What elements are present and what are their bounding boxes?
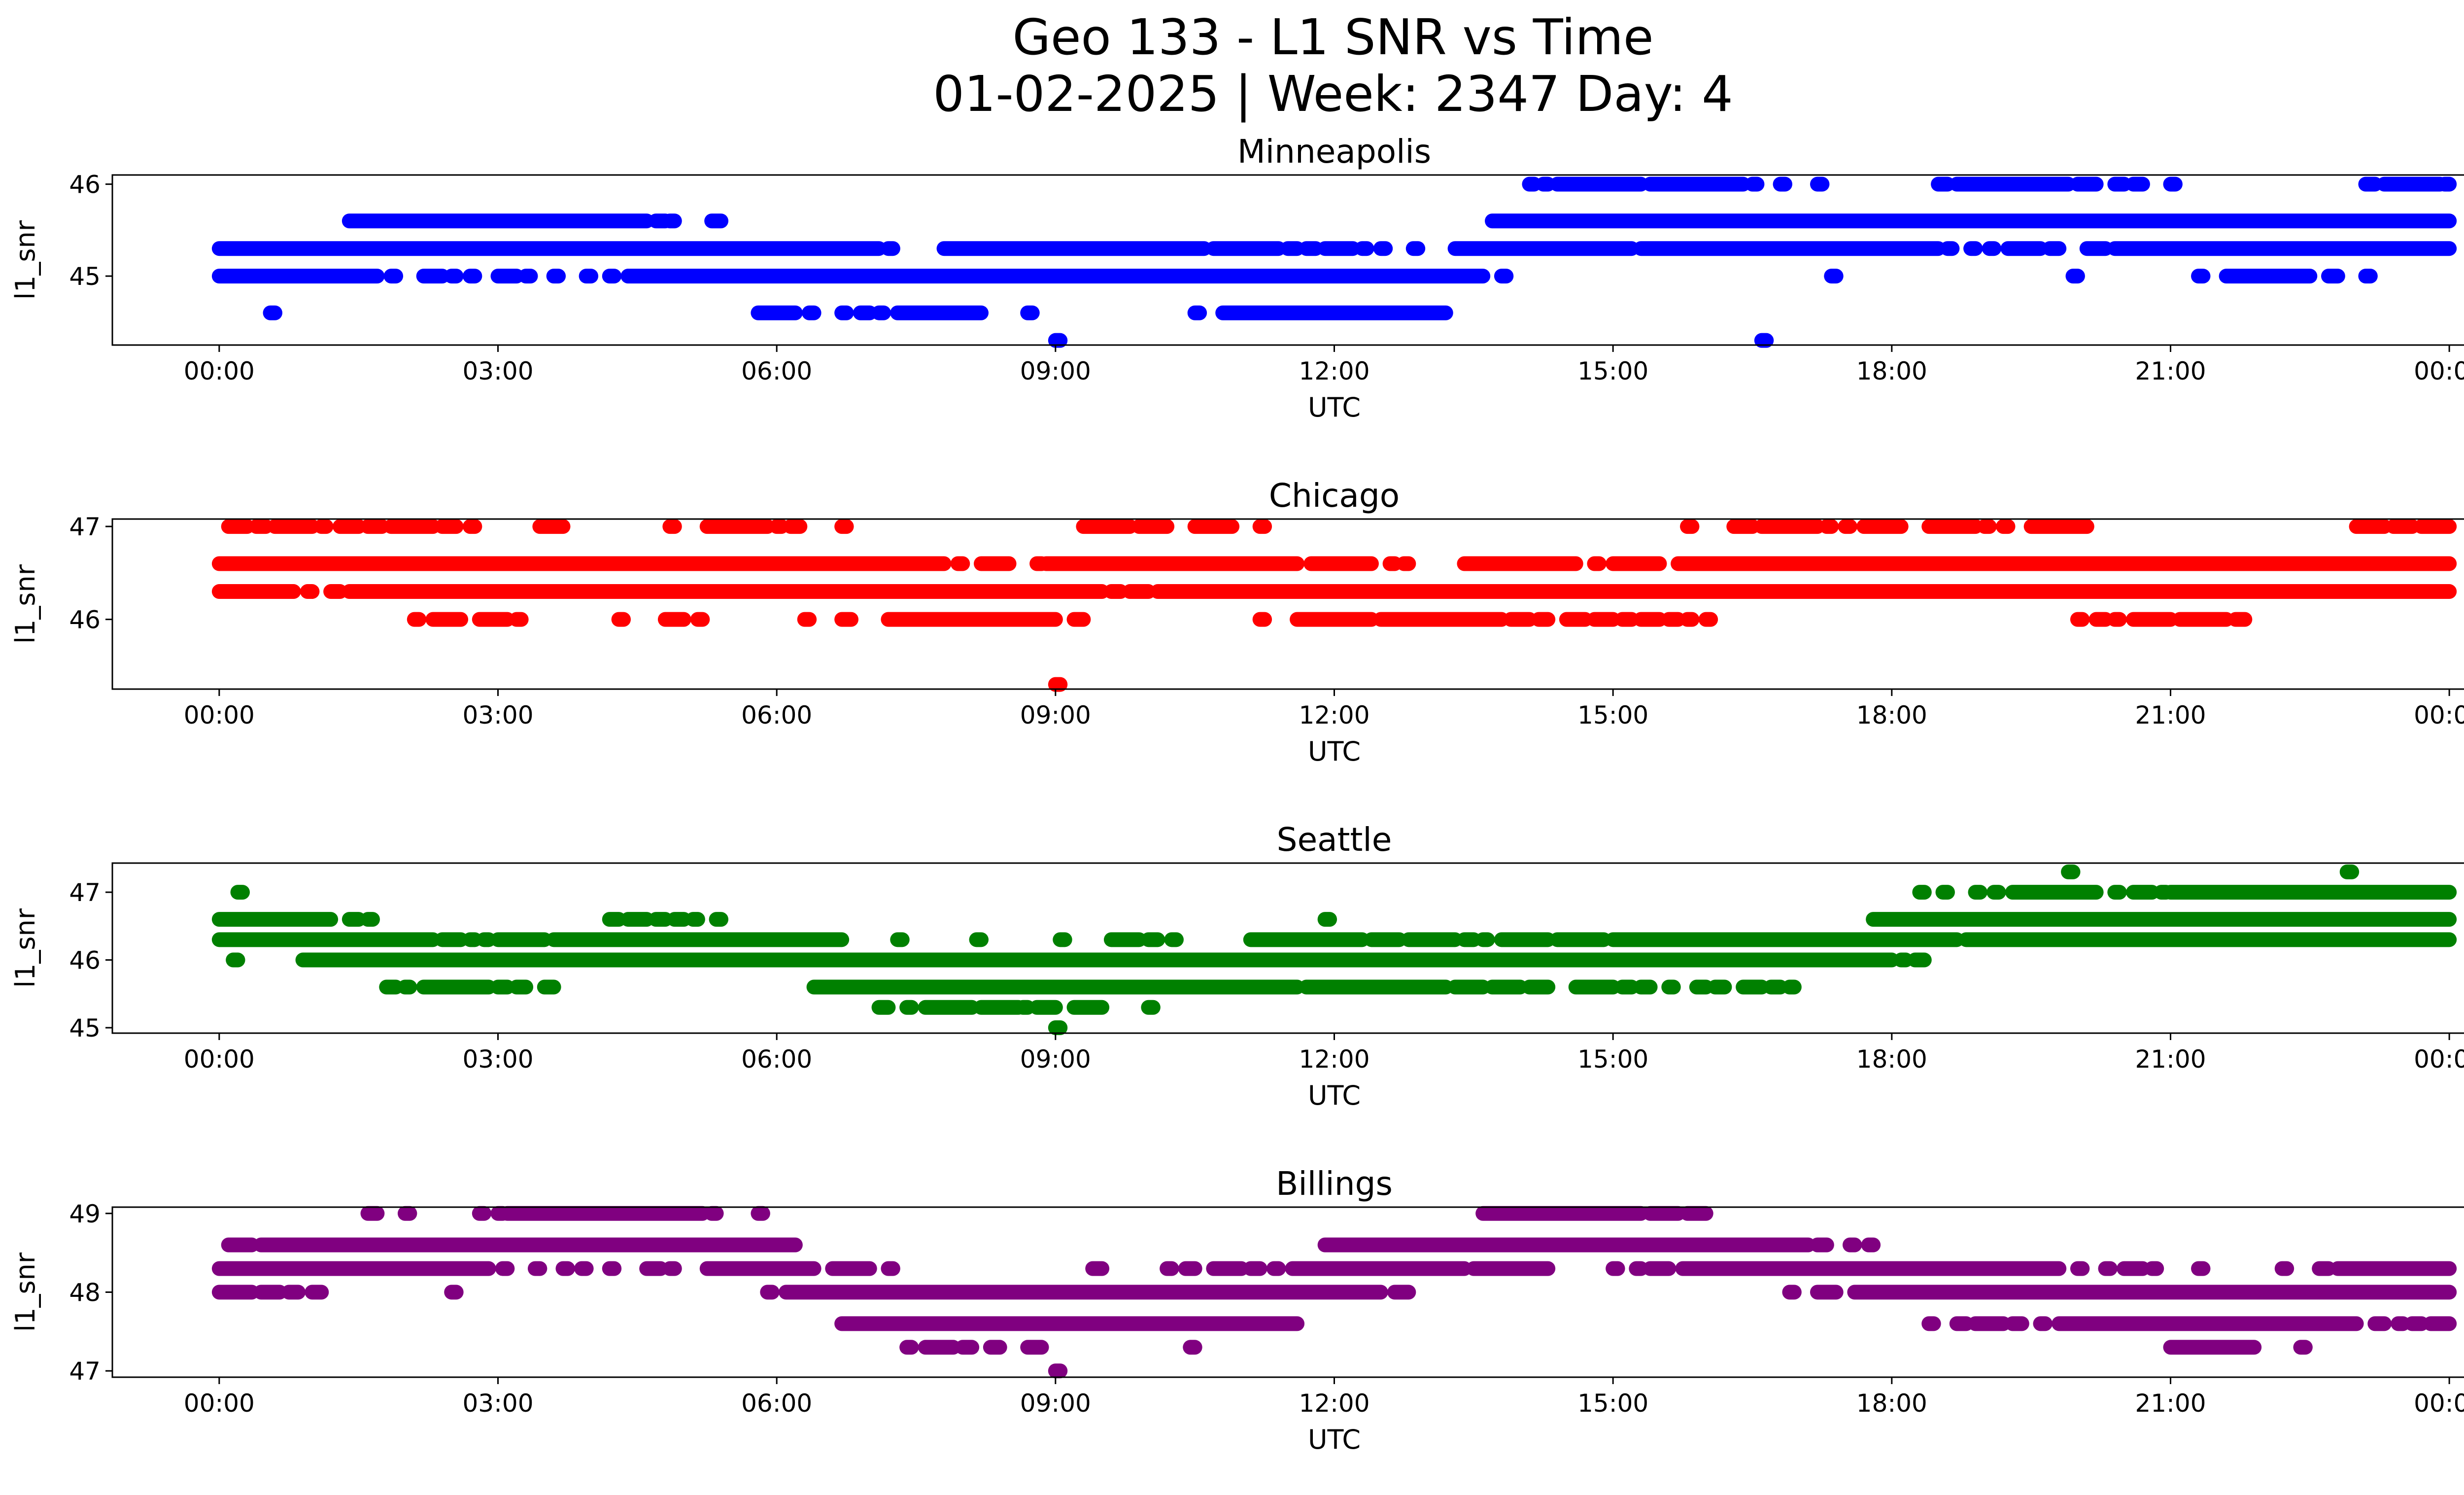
x-tick-label: 21:00 xyxy=(2135,1045,2206,1074)
x-tick-label: 06:00 xyxy=(741,357,812,385)
y-axis-label: l1_snr xyxy=(10,1252,41,1332)
x-tick-label: 21:00 xyxy=(2135,357,2206,385)
x-tick-label: 18:00 xyxy=(1856,1389,1927,1418)
data-points xyxy=(211,176,2457,348)
x-tick-label: 03:00 xyxy=(462,1389,533,1418)
x-tick-label: 00:00 xyxy=(184,1045,255,1074)
y-tick-label: 46 xyxy=(69,171,101,199)
x-tick-label: 15:00 xyxy=(1577,1389,1648,1418)
x-tick-label: 18:00 xyxy=(1856,357,1927,385)
x-tick-label: 15:00 xyxy=(1577,1045,1648,1074)
x-tick-label: 18:00 xyxy=(1856,1045,1927,1074)
subplot-title: Chicago xyxy=(1269,477,1400,515)
data-points xyxy=(211,519,2457,692)
y-axis: 45 46 47 xyxy=(69,878,112,1043)
y-tick-label: 45 xyxy=(69,1014,101,1043)
subplots: Minneapolis 00:00 03:00 06:00 09:00 12:00 15:0… xyxy=(10,133,2464,1455)
x-axis-label: UTC xyxy=(1308,1080,1361,1111)
y-tick-label: 49 xyxy=(69,1200,101,1228)
subplot-title: Minneapolis xyxy=(1237,133,1431,171)
x-tick-label: 09:00 xyxy=(1020,357,1091,385)
x-tick-label: 03:00 xyxy=(462,1045,533,1074)
y-axis: 47 48 49 xyxy=(69,1200,112,1386)
x-tick-label: 06:00 xyxy=(741,1045,812,1074)
x-tick-label: 00:00 xyxy=(2414,357,2464,385)
subplot-billings: Billings 00:00 03:00 06:00 09:00 12:00 15:00 18… xyxy=(10,1165,2464,1455)
x-axis-label: UTC xyxy=(1308,736,1361,767)
x-tick-label: 03:00 xyxy=(462,357,533,385)
x-tick-label: 06:00 xyxy=(741,701,812,730)
y-axis-label: l1_snr xyxy=(10,908,41,988)
subplot-chicago: Chicago 00:00 03:00 06:00 09:00 12:00 15:00 18:… xyxy=(10,477,2464,767)
x-tick-label: 00:00 xyxy=(184,357,255,385)
x-tick-label: 09:00 xyxy=(1020,701,1091,730)
x-tick-label: 15:00 xyxy=(1577,357,1648,385)
x-tick-label: 00:00 xyxy=(2414,1389,2464,1418)
y-tick-label: 47 xyxy=(69,1357,101,1386)
x-tick-label: 12:00 xyxy=(1299,1389,1369,1418)
y-tick-label: 46 xyxy=(69,606,101,634)
x-tick-label: 12:00 xyxy=(1299,701,1369,730)
x-tick-label: 00:00 xyxy=(184,701,255,730)
x-tick-label: 00:00 xyxy=(2414,1045,2464,1074)
x-axis: 00:00 03:00 06:00 09:00 12:00 15:00 18:00 21:00… xyxy=(184,1377,2464,1418)
x-tick-label: 06:00 xyxy=(741,1389,812,1418)
subplot-seattle: Seattle 00:00 03:00 06:00 09:00 12:00 15:00 18:… xyxy=(10,821,2464,1111)
x-tick-label: 00:00 xyxy=(184,1389,255,1418)
y-axis: 46 47 xyxy=(69,513,112,634)
subplot-title: Seattle xyxy=(1277,821,1392,859)
subplot-title: Billings xyxy=(1276,1165,1393,1203)
figure-title-line1: Geo 133 - L1 SNR vs Time xyxy=(1013,8,1654,66)
x-tick-label: 18:00 xyxy=(1856,701,1927,730)
x-tick-label: 21:00 xyxy=(2135,1389,2206,1418)
y-axis-label: l1_snr xyxy=(10,220,41,300)
x-tick-label: 21:00 xyxy=(2135,701,2206,730)
y-tick-label: 46 xyxy=(69,946,101,975)
x-tick-label: 03:00 xyxy=(462,701,533,730)
figure-title-line2: 01-02-2025 | Week: 2347 Day: 4 xyxy=(933,65,1733,123)
x-tick-label: 12:00 xyxy=(1299,357,1369,385)
y-axis: 45 46 xyxy=(69,171,112,291)
y-tick-label: 47 xyxy=(69,878,101,907)
x-axis: 00:00 03:00 06:00 09:00 12:00 15:00 18:00 21:00… xyxy=(184,1033,2464,1074)
x-tick-label: 09:00 xyxy=(1020,1045,1091,1074)
subplot-minneapolis: Minneapolis 00:00 03:00 06:00 09:00 12:00 15:0… xyxy=(10,133,2464,423)
y-tick-label: 45 xyxy=(69,262,101,291)
y-axis-label: l1_snr xyxy=(10,564,41,644)
x-axis: 00:00 03:00 06:00 09:00 12:00 15:00 18:00 21:00… xyxy=(184,689,2464,730)
y-tick-label: 48 xyxy=(69,1279,101,1307)
x-tick-label: 09:00 xyxy=(1020,1389,1091,1418)
data-points xyxy=(211,1206,2457,1379)
x-tick-label: 00:00 xyxy=(2414,701,2464,730)
data-points xyxy=(211,864,2457,1036)
x-axis-label: UTC xyxy=(1308,1424,1361,1455)
x-axis-label: UTC xyxy=(1308,392,1361,423)
x-axis: 00:00 03:00 06:00 09:00 12:00 15:00 18:00 21:00… xyxy=(184,345,2464,385)
x-tick-label: 12:00 xyxy=(1299,1045,1369,1074)
y-tick-label: 47 xyxy=(69,513,101,541)
x-tick-label: 15:00 xyxy=(1577,701,1648,730)
